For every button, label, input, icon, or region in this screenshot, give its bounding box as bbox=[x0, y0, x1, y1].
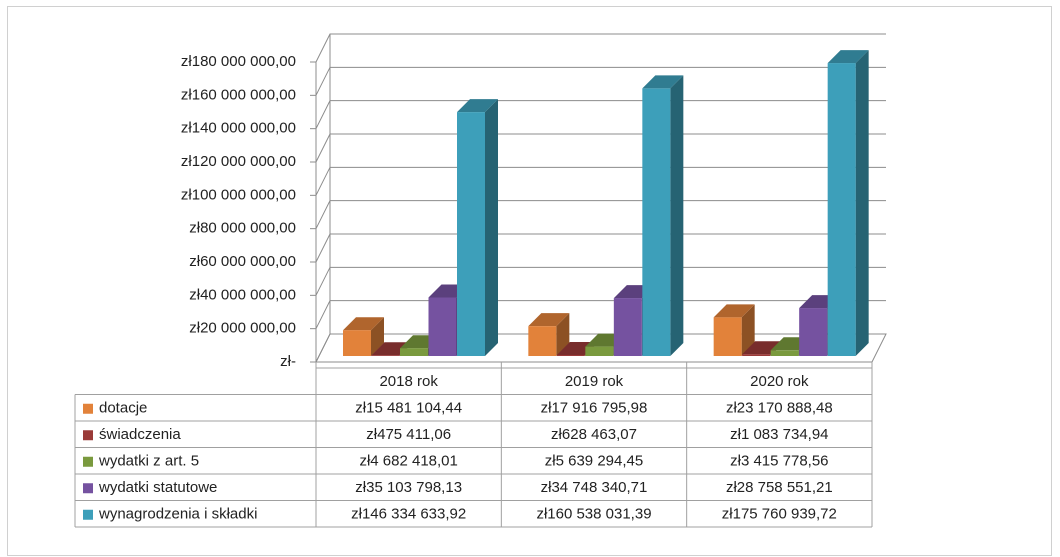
bar-front bbox=[556, 354, 585, 356]
legend-label: wydatki z art. 5 bbox=[98, 453, 199, 470]
data-cell: zł475 411,06 bbox=[366, 426, 451, 443]
bar-front bbox=[400, 348, 428, 356]
bar-front bbox=[457, 112, 485, 356]
y-tick-label: zł120 000 000,00 bbox=[181, 153, 296, 170]
legend-label: świadczenia bbox=[99, 426, 181, 443]
bar-front bbox=[713, 317, 742, 356]
data-cell: zł5 639 294,45 bbox=[545, 453, 643, 470]
legend-label: wydatki statutowe bbox=[98, 479, 217, 496]
grid-line bbox=[315, 333, 886, 363]
data-cell: zł35 103 798,13 bbox=[355, 479, 462, 496]
legend-key bbox=[83, 456, 93, 467]
grid-line bbox=[315, 300, 886, 329]
bar-front bbox=[827, 63, 856, 357]
data-cell: zł1 083 734,94 bbox=[730, 426, 828, 443]
bar-front bbox=[742, 354, 771, 356]
legend-key bbox=[83, 430, 93, 441]
bar-front bbox=[343, 330, 371, 356]
bar-front bbox=[613, 298, 642, 356]
bar bbox=[713, 304, 755, 356]
legend-key bbox=[83, 509, 93, 520]
x-category-label: 2019 rok bbox=[565, 373, 624, 390]
grid-line bbox=[315, 166, 886, 196]
bar-front bbox=[799, 308, 828, 356]
y-tick-label: zł80 000 000,00 bbox=[189, 220, 296, 237]
bar bbox=[827, 50, 869, 357]
grid-line bbox=[315, 33, 886, 63]
bar bbox=[642, 75, 684, 356]
bar-side bbox=[485, 99, 498, 356]
bar-side bbox=[741, 304, 755, 356]
legend-label: dotacje bbox=[99, 400, 147, 417]
data-cell: zł28 758 551,21 bbox=[726, 479, 833, 496]
data-cell: zł15 481 104,44 bbox=[355, 400, 462, 417]
legend-key bbox=[83, 483, 93, 494]
x-category-label: 2018 rok bbox=[379, 373, 438, 390]
bar-front bbox=[642, 88, 671, 356]
bar-top bbox=[457, 99, 498, 113]
bar-front bbox=[770, 350, 799, 356]
y-tick-label: zł40 000 000,00 bbox=[189, 286, 296, 303]
bar-front bbox=[428, 297, 457, 356]
y-tick-label: zł20 000 000,00 bbox=[189, 320, 296, 337]
data-cell: zł160 538 031,39 bbox=[536, 506, 651, 523]
data-cell: zł34 748 340,71 bbox=[541, 479, 648, 496]
data-cell: zł23 170 888,48 bbox=[726, 400, 833, 417]
data-cell: zł3 415 778,56 bbox=[730, 453, 828, 470]
grid-line bbox=[315, 100, 886, 129]
bar-front bbox=[371, 355, 400, 356]
back-wall bbox=[330, 34, 886, 334]
grid-line bbox=[315, 66, 886, 96]
bar bbox=[528, 313, 570, 356]
y-tick-label: zł- bbox=[280, 353, 296, 370]
y-tick-label: zł100 000 000,00 bbox=[181, 186, 296, 203]
y-tick-label: zł180 000 000,00 bbox=[181, 53, 296, 70]
y-tick-label: zł140 000 000,00 bbox=[181, 120, 296, 137]
bar-top bbox=[713, 304, 755, 318]
grid-line bbox=[315, 200, 886, 229]
bar-top bbox=[343, 317, 384, 331]
data-cell: zł175 760 939,72 bbox=[722, 506, 837, 523]
x-category-label: 2020 rok bbox=[750, 373, 809, 390]
bar bbox=[343, 317, 384, 356]
y-tick-label: zł160 000 000,00 bbox=[181, 86, 296, 103]
bar-top bbox=[642, 75, 684, 89]
legend-key bbox=[83, 403, 93, 414]
data-cell: zł17 916 795,98 bbox=[541, 400, 648, 417]
grid-line bbox=[315, 266, 886, 296]
bar-top bbox=[827, 50, 869, 64]
grid-line bbox=[315, 133, 886, 163]
bar-side bbox=[855, 50, 869, 357]
data-cell: zł4 682 418,01 bbox=[359, 453, 457, 470]
grid-line bbox=[315, 233, 886, 263]
bar-side bbox=[556, 313, 570, 356]
legend-label: wynagrodzenia i składki bbox=[98, 506, 257, 523]
bar bbox=[457, 99, 498, 356]
bar-front bbox=[528, 326, 557, 356]
y-tick-label: zł60 000 000,00 bbox=[189, 253, 296, 270]
data-cell: zł146 334 633,92 bbox=[351, 506, 466, 523]
bar-top bbox=[528, 313, 570, 327]
data-cell: zł628 463,07 bbox=[551, 426, 637, 443]
bar-side bbox=[670, 75, 684, 356]
bar-front bbox=[585, 346, 614, 356]
bar-side bbox=[371, 317, 384, 356]
